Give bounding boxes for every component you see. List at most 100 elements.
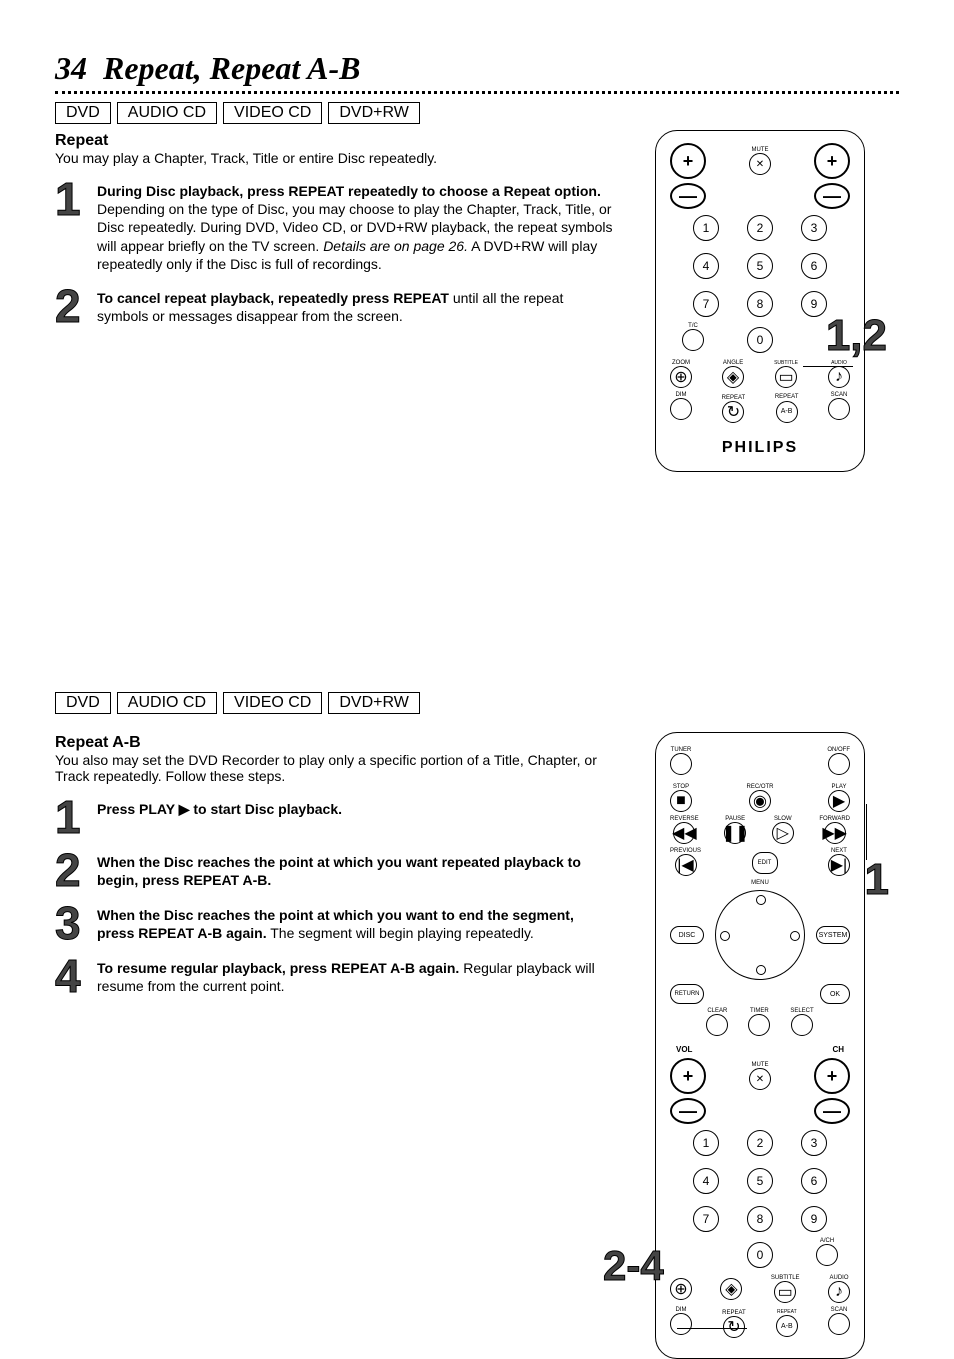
repeat-button[interactable]: ↻ (723, 1316, 745, 1338)
disc-types-row-2: DVD AUDIO CD VIDEO CD DVD+RW (55, 692, 899, 714)
num-6-button[interactable]: 6 (801, 1168, 827, 1194)
zoom-button[interactable]: ⊕ (670, 366, 692, 388)
callout-1: 1 (865, 862, 889, 897)
remote-vol-minus-row: — — (670, 183, 850, 209)
angle-button[interactable]: ◈ (722, 366, 744, 388)
return-button[interactable]: RETURN (670, 984, 704, 1004)
step-number: 2 (55, 287, 85, 326)
num-7-button[interactable]: 7 (693, 1206, 719, 1232)
num-8-button[interactable]: 8 (747, 1206, 773, 1232)
nav-right[interactable] (790, 931, 800, 941)
dim-button[interactable] (670, 398, 692, 420)
nav-ring[interactable] (715, 890, 805, 980)
remote-playback-row3: PREVIOUS|◀ EDIT NEXT▶| (670, 848, 850, 876)
play-button[interactable]: ▶ (828, 790, 850, 812)
num-4-button[interactable]: 4 (693, 1168, 719, 1194)
slow-button[interactable]: ▷ (772, 822, 794, 844)
num-4-button[interactable]: 4 (693, 253, 719, 279)
number-pad: 1 2 3 4 5 6 7 8 9 (670, 215, 850, 317)
zoom-button[interactable]: ⊕ (670, 1278, 692, 1300)
mute-button[interactable]: ✕ (749, 153, 771, 175)
num-1-button[interactable]: 1 (693, 1130, 719, 1156)
vol-down-button[interactable]: — (670, 1098, 706, 1124)
nav-left[interactable] (720, 931, 730, 941)
num-8-button[interactable]: 8 (747, 291, 773, 317)
repeat-label: REPEAT (722, 1310, 746, 1316)
vol-up-button[interactable]: + (670, 143, 706, 179)
pause-button[interactable]: ❚❚ (724, 822, 746, 844)
scan-button[interactable] (828, 1313, 850, 1335)
subtitle-button[interactable]: ▭ (774, 1281, 796, 1303)
subtitle-button[interactable]: ▭ (775, 366, 797, 388)
disc-button[interactable]: DISC (670, 926, 704, 944)
section2-sub: You also may set the DVD Recorder to pla… (55, 752, 615, 784)
disc-type-videocd: VIDEO CD (223, 692, 322, 714)
step-italic: Details are on page 26. (323, 238, 468, 254)
num-1-button[interactable]: 1 (693, 215, 719, 241)
num-5-button[interactable]: 5 (747, 1168, 773, 1194)
audio-button[interactable]: ♪ (828, 366, 850, 388)
remote-zero-row: T/C 0 (670, 323, 850, 356)
num-9-button[interactable]: 9 (801, 291, 827, 317)
remote-func-row1: ZOOM⊕ ANGLE◈ SUBTITLE▭ AUDIO♪ (670, 360, 850, 388)
ach-button[interactable] (816, 1244, 838, 1266)
forward-button[interactable]: ▶▶ (824, 822, 846, 844)
nav-up[interactable] (756, 895, 766, 905)
ch-down-button[interactable]: — (814, 183, 850, 209)
rec-button[interactable]: ◉ (749, 790, 771, 812)
num-5-button[interactable]: 5 (747, 253, 773, 279)
section2-step3: 3 When the Disc reaches the point at whi… (55, 904, 615, 943)
angle-button[interactable]: ◈ (720, 1278, 742, 1300)
step-number: 4 (55, 957, 85, 996)
section2-step4: 4 To resume regular playback, press REPE… (55, 957, 615, 996)
num-0-button[interactable]: 0 (747, 327, 773, 353)
repeat-label: REPEAT (722, 395, 746, 401)
num-9-button[interactable]: 9 (801, 1206, 827, 1232)
edit-button[interactable]: EDIT (752, 852, 778, 874)
repeatab-label2: REPEAT (776, 1310, 798, 1315)
dim-button[interactable] (670, 1313, 692, 1335)
reverse-button[interactable]: ◀◀ (673, 822, 695, 844)
tuner-button[interactable] (670, 753, 692, 775)
nav-down[interactable] (756, 965, 766, 975)
system-button[interactable]: SYSTEM (816, 926, 850, 944)
remote-return-row: RETURN OK (670, 984, 850, 1004)
tc-button[interactable] (682, 329, 704, 351)
power-button[interactable] (828, 753, 850, 775)
section2-heading: Repeat A-B (55, 734, 615, 752)
num-7-button[interactable]: 7 (693, 291, 719, 317)
scan-button[interactable] (828, 398, 850, 420)
section1-step2: 2 To cancel repeat playback, repeatedly … (55, 287, 615, 326)
num-3-button[interactable]: 3 (801, 1130, 827, 1156)
step-body: During Disc playback, press REPEAT repea… (97, 182, 615, 273)
audio-button[interactable]: ♪ (828, 1281, 850, 1303)
remote-func-row2-b: DIM REPEAT↻ REPEATA-B SCAN (670, 1307, 850, 1340)
timer-button[interactable] (748, 1014, 770, 1036)
num-6-button[interactable]: 6 (801, 253, 827, 279)
previous-button[interactable]: |◀ (675, 854, 697, 876)
ch-up-button[interactable]: + (814, 143, 850, 179)
next-button[interactable]: ▶| (828, 854, 850, 876)
num-2-button[interactable]: 2 (747, 215, 773, 241)
num-3-button[interactable]: 3 (801, 215, 827, 241)
mute-label: MUTE (749, 1062, 771, 1068)
clear-button[interactable] (706, 1014, 728, 1036)
num-0-button[interactable]: 0 (747, 1242, 773, 1268)
repeat-ab-button[interactable]: A-B (776, 1315, 798, 1337)
ch-down-button[interactable]: — (814, 1098, 850, 1124)
repeat-button[interactable]: ↻ (722, 401, 744, 423)
ch-label: CH (832, 1045, 844, 1054)
stop-button[interactable]: ■ (670, 790, 692, 812)
step-bold: When the Disc reaches the point at which… (97, 854, 581, 888)
mute-button[interactable]: ✕ (749, 1068, 771, 1090)
select-button[interactable] (791, 1014, 813, 1036)
ok-button[interactable]: OK (820, 984, 850, 1004)
repeat-ab-button[interactable]: A-B (776, 401, 798, 423)
vol-down-button[interactable]: — (670, 183, 706, 209)
vol-up-button[interactable]: + (670, 1058, 706, 1094)
step-bold: During Disc playback, press REPEAT repea… (97, 183, 601, 199)
ch-up-button[interactable]: + (814, 1058, 850, 1094)
section1-step1: 1 During Disc playback, press REPEAT rep… (55, 180, 615, 273)
remote-func-row2: DIM REPEAT↻ REPEATA-B SCAN (670, 392, 850, 425)
num-2-button[interactable]: 2 (747, 1130, 773, 1156)
